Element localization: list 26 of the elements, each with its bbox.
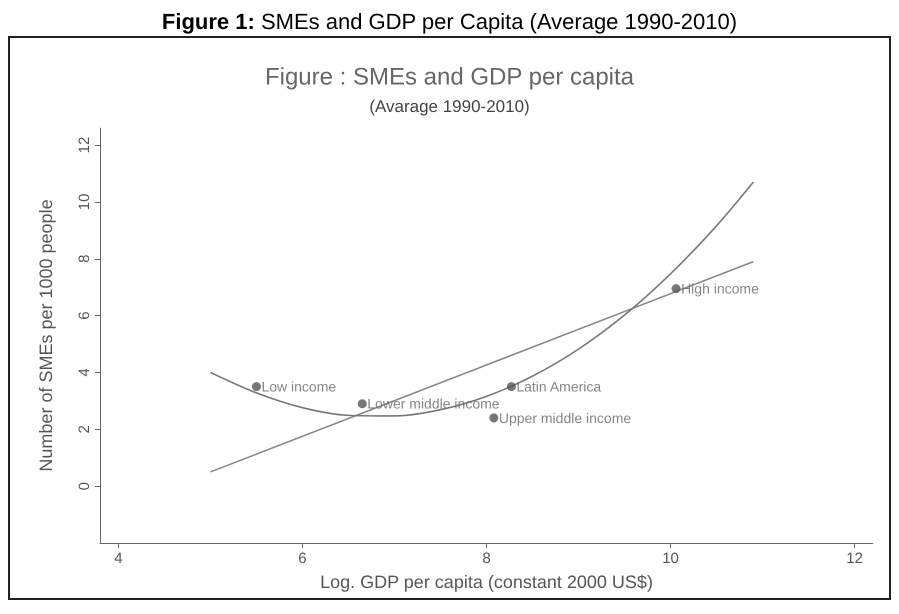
x-tick-label: 6 bbox=[298, 550, 307, 567]
x-tick-label: 4 bbox=[114, 550, 123, 567]
y-tick-label: 4 bbox=[76, 368, 93, 377]
y-tick-label: 6 bbox=[76, 311, 93, 320]
point bbox=[252, 382, 261, 392]
x-tick-label: 12 bbox=[846, 550, 863, 567]
y-tick-label: 2 bbox=[76, 425, 93, 434]
point bbox=[506, 382, 516, 392]
x-tick-label: 10 bbox=[662, 550, 679, 567]
text: (Avarage 1990-2010) bbox=[369, 97, 530, 116]
annotation: High income bbox=[681, 280, 760, 297]
point bbox=[358, 399, 367, 408]
chart-subtitle: Figure : SMEs and GDP per capita bbox=[264, 64, 635, 90]
annotation: Low income bbox=[261, 378, 336, 395]
annotation: Upper middle income bbox=[498, 410, 632, 426]
y-tick-label: 12 bbox=[76, 136, 93, 154]
y-tick-label: 10 bbox=[76, 194, 93, 210]
chart-title: Figure 1: SMEs and GDP per Capita (Average 1990-2010) bbox=[160, 8, 738, 36]
x-tick-label: 8 bbox=[482, 550, 491, 567]
point bbox=[672, 284, 681, 294]
x-axis-title: Log. GDP per capita (constant 2000 US$) bbox=[320, 572, 653, 592]
annotation: Latin America bbox=[516, 378, 602, 395]
y-tick-label: 0 bbox=[76, 482, 93, 490]
y-tick-label: 8 bbox=[76, 254, 93, 263]
y-axis-title: Number of SMEs per 1000 people bbox=[36, 199, 56, 472]
point bbox=[489, 413, 498, 422]
